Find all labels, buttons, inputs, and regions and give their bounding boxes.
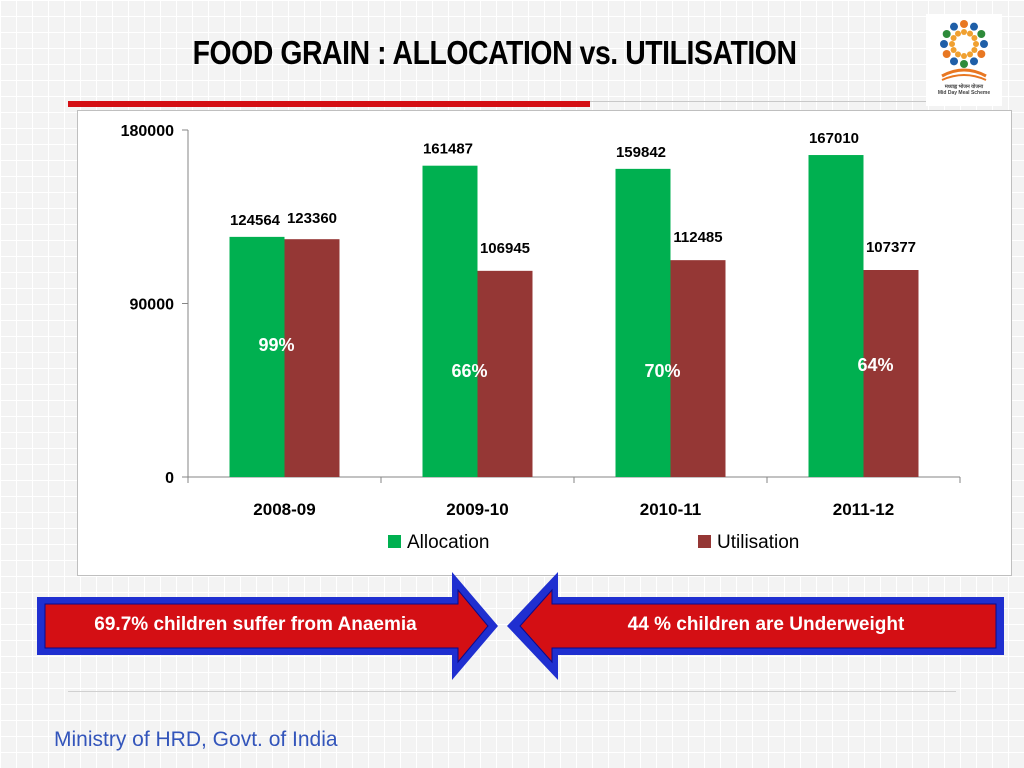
utilisation-bar [670, 260, 726, 477]
title-underline [68, 101, 590, 107]
legend-label-allocation: Allocation [407, 532, 489, 553]
utilisation-data-label: 112485 [673, 229, 722, 246]
utilisation-data-label: 123360 [287, 210, 337, 227]
utilisation-data-label: 106945 [480, 240, 530, 257]
utilisation-bar [284, 239, 340, 477]
x-tick-label: 2010-11 [640, 500, 701, 519]
allocation-bar [229, 236, 285, 477]
x-tick-label: 2011-12 [833, 500, 894, 519]
footer-ministry: Ministry of HRD, Govt. of India [54, 728, 338, 751]
utilisation-bar [477, 270, 533, 477]
utilisation-percent-label: 66% [451, 361, 487, 381]
allocation-bar [808, 155, 864, 477]
y-tick-label: 90000 [130, 297, 175, 314]
logo-caption: मध्याह्न भोजन योजना Mid Day Meal Scheme [937, 84, 991, 96]
slide-title: FOOD GRAIN : ALLOCATION vs. UTILISATION [192, 34, 797, 71]
anaemia-banner-text: 69.7% children suffer from Anaemia [94, 614, 417, 635]
allocation-data-label: 161487 [423, 141, 473, 158]
utilisation-data-label: 107377 [866, 239, 916, 256]
mid-day-meal-scheme-logo-icon [940, 20, 988, 81]
allocation-bar [615, 168, 671, 477]
legend-swatch-utilisation [698, 535, 711, 548]
allocation-data-label: 167010 [809, 130, 859, 147]
mid-day-meal-logo: मध्याह्न भोजन योजना Mid Day Meal Scheme [926, 14, 1002, 106]
legend-swatch-allocation [388, 535, 401, 548]
y-tick-label: 0 [165, 470, 174, 487]
x-tick-label: 2008-09 [253, 500, 315, 519]
utilisation-percent-label: 64% [857, 355, 893, 375]
footer-divider [68, 691, 956, 692]
utilisation-percent-label: 70% [644, 361, 680, 381]
title-underline-extension [590, 101, 956, 102]
underweight-banner-text: 44 % children are Underweight [627, 614, 905, 635]
y-tick-label: 180000 [121, 123, 174, 140]
utilisation-percent-label: 99% [258, 335, 294, 355]
allocation-data-label: 124564 [230, 212, 281, 229]
bar-chart: 090000180000Quantity in MTs1245641233609… [121, 123, 961, 553]
x-tick-label: 2009-10 [446, 500, 508, 519]
utilisation-bar [863, 270, 919, 477]
allocation-data-label: 159842 [616, 144, 666, 161]
allocation-bar [422, 165, 478, 477]
chart-panel: 090000180000Quantity in MTs1245641233609… [77, 110, 1012, 576]
legend-label-utilisation: Utilisation [717, 532, 799, 553]
